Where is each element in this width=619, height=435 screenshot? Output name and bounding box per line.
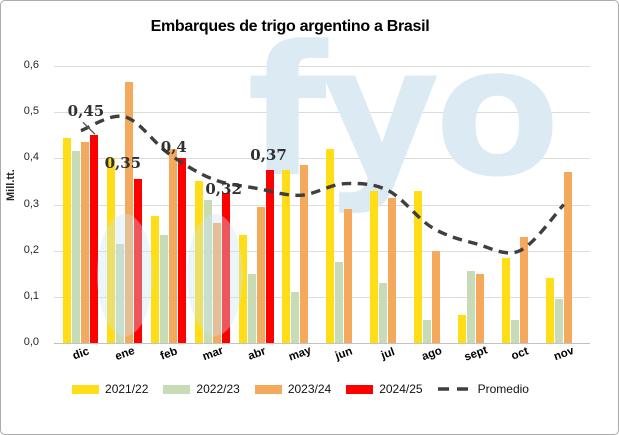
gridline-0,4	[54, 158, 590, 160]
bar-2024/25-mar	[221, 192, 230, 343]
x-tick-label-mar: mar	[200, 344, 225, 364]
y-tick-label-0,2: 0,2	[23, 243, 39, 256]
x-tick-label-feb: feb	[158, 345, 179, 363]
bar-2021/22-dic	[62, 137, 71, 343]
bar-2021/22-may	[282, 169, 291, 343]
x-tick-label-jul: jul	[379, 346, 397, 362]
data-label-feb: 0,4	[160, 138, 187, 157]
bar-2023/24-may	[300, 165, 309, 343]
x-tick-label-nov: nov	[552, 344, 576, 364]
legend-label-2021/22: 2021/22	[105, 382, 149, 396]
y-tick-label-0,5: 0,5	[23, 105, 39, 118]
y-tick-label-0,3: 0,3	[23, 197, 39, 210]
plot-area: fyo 0,45 0,35 0,4 0,32 0,37	[54, 8, 590, 344]
bar-2022/23-abr	[247, 273, 256, 343]
bar-2022/23-ene	[115, 243, 124, 343]
bar-2021/22-jun	[326, 149, 335, 343]
data-label-ene: 0,35	[104, 154, 142, 173]
legend-swatch-2024/25	[346, 384, 374, 394]
x-tick-label-oct: oct	[509, 345, 531, 363]
bar-2023/24-abr	[256, 206, 265, 343]
bar-2022/23-jun	[335, 262, 344, 343]
x-tick-label-ene: ene	[113, 344, 137, 364]
legend-promedio-dash	[437, 387, 472, 391]
legend-swatch-2022/23	[163, 384, 191, 394]
bar-2022/23-feb	[159, 234, 168, 343]
bar-2021/22-ago	[414, 190, 423, 343]
y-tick-label-0,6: 0,6	[23, 59, 39, 71]
bar-2023/24-feb	[168, 149, 177, 343]
bar-2024/25-ene	[133, 179, 142, 343]
gridline-0,5	[54, 112, 590, 114]
x-tick-label-sept: sept	[462, 344, 490, 364]
legend-swatch-2021/22	[72, 384, 100, 394]
y-axis: 0,0 0,1 0,2 0,3 0,4 0,5 0,6	[1, 59, 47, 348]
legend: 2021/22 2022/23 2023/24 2024/25 Promedio	[1, 382, 609, 396]
x-tick-label-may: may	[287, 344, 314, 364]
bar-2022/23-may	[291, 292, 300, 343]
bar-2023/24-ene	[124, 82, 133, 343]
bar-2021/22-nov	[545, 278, 554, 343]
gridline-0,1	[54, 296, 590, 298]
bar-2021/22-ene	[106, 158, 115, 343]
data-label-abr: 0,37	[250, 145, 287, 164]
bar-2021/22-jul	[370, 190, 379, 343]
gridline-0,2	[54, 250, 590, 252]
bar-2021/22-abr	[238, 234, 247, 343]
promedio-line	[80, 114, 566, 255]
bar-2022/23-mar	[203, 199, 212, 343]
x-tick-label-jun: jun	[334, 345, 355, 363]
gridline-0,0	[54, 343, 590, 344]
bar-2023/24-jul	[388, 197, 397, 343]
bar-2023/24-nov	[563, 172, 572, 343]
bar-2023/24-oct	[519, 236, 528, 343]
legend-label-2024/25: 2024/25	[379, 382, 423, 396]
bar-2023/24-dic	[80, 142, 89, 343]
bar-2023/24-mar	[212, 222, 221, 343]
bar-2022/23-nov	[554, 299, 563, 343]
y-tick-label-0,1: 0,1	[23, 289, 39, 302]
bar-2022/23-jul	[379, 282, 388, 343]
y-tick-label-0,4: 0,4	[23, 151, 39, 164]
bar-2022/23-oct	[510, 319, 519, 343]
legend-item-2022/23: 2022/23	[163, 382, 240, 396]
bar-2022/23-sept	[467, 271, 476, 343]
data-label-dic: 0,45	[67, 102, 105, 121]
x-tick-label-ago: ago	[420, 344, 444, 364]
legend-item-Promedio: Promedio	[437, 382, 529, 396]
gridline-0,3	[54, 204, 590, 206]
gridline-0,6	[54, 66, 590, 67]
chart-title: Embarques de trigo argentino a Brasil	[150, 18, 430, 35]
legend-label-2022/23: 2022/23	[196, 382, 240, 396]
x-tick-label-abr: abr	[246, 345, 268, 363]
bar-2024/25-abr	[265, 169, 274, 343]
legend-label-2023/24: 2023/24	[287, 382, 332, 396]
bar-2022/23-dic	[71, 151, 80, 343]
legend-label-Promedio: Promedio	[477, 382, 529, 396]
bar-2023/24-sept	[476, 273, 485, 343]
x-tick-label-dic: dic	[71, 345, 91, 363]
y-tick-label-0,0: 0,0	[23, 336, 39, 348]
bar-2024/25-dic	[89, 135, 98, 343]
legend-swatch-2023/24	[254, 384, 282, 394]
bar-2021/22-feb	[150, 216, 159, 343]
legend-item-2023/24: 2023/24	[254, 382, 332, 396]
bar-2024/25-feb	[177, 158, 186, 343]
legend-item-2021/22: 2021/22	[72, 382, 148, 396]
callout-leader-line	[82, 121, 96, 135]
bar-2021/22-sept	[458, 315, 467, 343]
legend-item-2024/25: 2024/25	[346, 382, 423, 396]
bar-2021/22-mar	[194, 181, 203, 343]
bar-2023/24-ago	[432, 250, 441, 343]
data-label-mar: 0,32	[205, 179, 242, 198]
bar-2022/23-ago	[423, 319, 432, 343]
bar-2021/22-oct	[501, 257, 510, 343]
bar-2023/24-jun	[344, 209, 353, 343]
